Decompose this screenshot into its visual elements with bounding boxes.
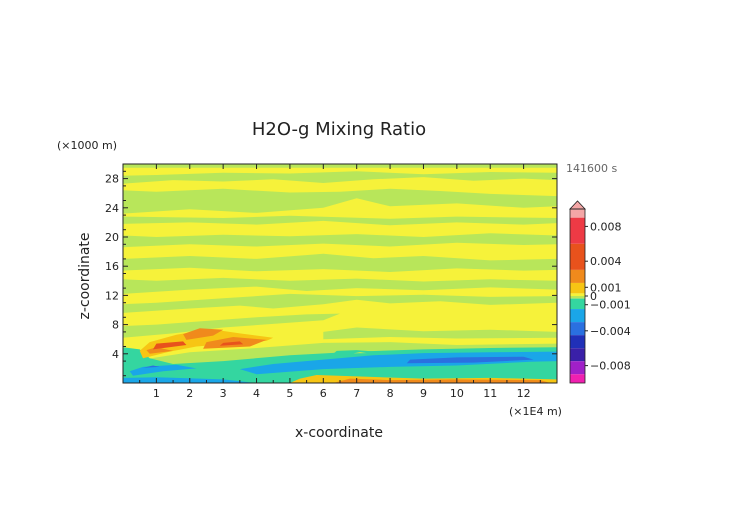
x-tick-label: 2 (186, 387, 193, 400)
x-tick-label: 9 (420, 387, 427, 400)
colorbar-swatch (570, 309, 585, 323)
x-tick-label: 4 (253, 387, 260, 400)
x-tick-label: 10 (450, 387, 464, 400)
field-region-neg_small (123, 188, 557, 214)
field-region-neg_small (123, 253, 557, 272)
field-region-neg_small (123, 277, 557, 294)
chart-title: H2O-g Mixing Ratio (252, 119, 426, 140)
field-region-neg_small (123, 171, 557, 184)
colorbar-swatch (570, 217, 585, 244)
y-tick-label: 24 (105, 202, 119, 215)
field-region-neg_small (123, 215, 557, 226)
plot-area (122, 163, 558, 384)
x-tick-label: 11 (483, 387, 497, 400)
field-region-neg_xlarge (406, 356, 534, 364)
field-region-neg_small (123, 164, 557, 168)
colorbar-label: 0.004 (590, 255, 622, 268)
colorbar-label: 0.001 (590, 281, 622, 294)
y-unit-label: (×1000 m) (57, 139, 117, 152)
y-axis-label: z-coordinate (77, 232, 93, 319)
x-tick-label: 7 (353, 387, 360, 400)
x-tick-label: 8 (387, 387, 394, 400)
colorbar-label: −0.008 (590, 360, 631, 373)
colorbar-swatch (570, 282, 585, 294)
time-label: 141600 s (566, 162, 617, 175)
colorbar-overflow-arrow (569, 200, 586, 210)
colorbar-swatch (570, 361, 585, 375)
x-axis: 1 2 3 4 5 6 7 8 9 10 11 12 (139, 164, 541, 400)
colorbar-swatch (570, 322, 585, 336)
y-tick-label: 16 (105, 260, 119, 273)
field-region-neg_small (123, 233, 557, 248)
x-tick-label: 12 (517, 387, 531, 400)
colorbar-label: −0.004 (590, 325, 631, 338)
x-tick-label: 1 (153, 387, 160, 400)
colorbar-swatch (570, 335, 585, 349)
field-region-neg_small (323, 327, 557, 340)
field-region-pos_mid (333, 378, 551, 383)
y-axis: 4 8 12 16 20 24 28 (105, 170, 557, 377)
y-tick-label: 4 (112, 348, 119, 361)
colorbar-swatch (570, 296, 585, 299)
field-region-neg_xlarge (143, 365, 160, 368)
x-axis-label: x-coordinate (295, 425, 383, 441)
colorbar-swatch (570, 298, 585, 310)
colorbar-swatch (570, 374, 585, 383)
colorbar-label: −0.001 (590, 299, 631, 312)
x-unit-label: (×1E4 m) (509, 405, 562, 418)
colorbar-swatch (570, 209, 585, 218)
colorbar-swatch (570, 269, 585, 283)
colorbar-label: 0.008 (590, 220, 622, 233)
field-region-pos_mid (146, 347, 174, 354)
field-region-neg_small (123, 313, 340, 338)
field-region-pos_large (219, 341, 244, 346)
y-tick-label: 28 (105, 173, 119, 186)
field-region-neg_small (123, 293, 557, 313)
colorbar-label: 0 (590, 290, 597, 303)
x-tick-label: 6 (320, 387, 327, 400)
colorbar-swatch (570, 293, 585, 296)
x-tick-label: 5 (286, 387, 293, 400)
y-tick-label: 20 (105, 231, 119, 244)
field-region-pos_large (153, 341, 187, 350)
field-region-neg_small (353, 352, 367, 354)
colorbar-swatch (570, 348, 585, 362)
colorbar-swatch (570, 243, 585, 270)
y-tick-label: 8 (112, 319, 119, 332)
field-region-pos_mid (183, 328, 224, 340)
x-tick-label: 3 (220, 387, 227, 400)
y-tick-label: 12 (105, 289, 119, 302)
